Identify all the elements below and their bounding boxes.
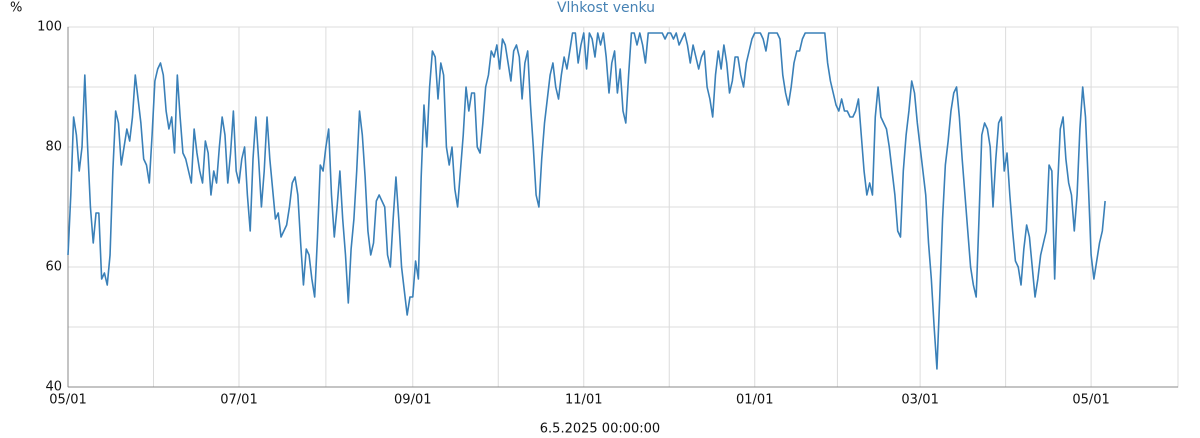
y-tick-label: 60 <box>45 260 62 275</box>
x-tick-label: 09/01 <box>394 393 431 408</box>
y-axis-label: % <box>10 1 22 16</box>
x-tick-label: 03/01 <box>901 393 938 408</box>
x-axis-label: 6.5.2025 00:00:00 <box>540 422 660 437</box>
y-tick-label: 80 <box>45 140 62 155</box>
y-tick-label: 40 <box>45 380 62 395</box>
x-tick-label: 05/01 <box>49 393 86 408</box>
y-tick-label: 100 <box>37 20 62 35</box>
x-tick-label: 05/01 <box>1072 393 1109 408</box>
chart-title: Vlhkost venku <box>557 0 655 16</box>
x-tick-label: 11/01 <box>565 393 602 408</box>
data-line <box>67 32 1106 370</box>
x-tick-label: 07/01 <box>220 393 257 408</box>
x-tick-label: 01/01 <box>736 393 773 408</box>
